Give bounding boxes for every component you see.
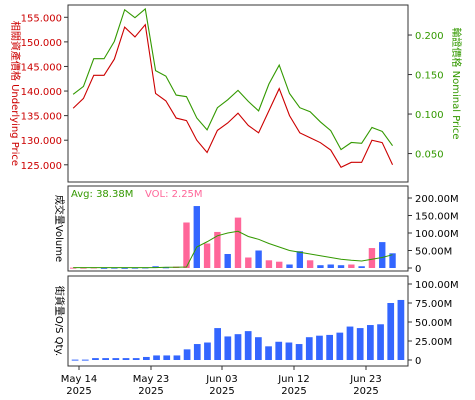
outstanding-bar	[163, 355, 171, 360]
outstanding-bar	[316, 335, 323, 360]
outstanding-bar	[367, 325, 374, 360]
outstanding-bar	[102, 358, 109, 360]
outstanding-axis-tick-label: 75.00M	[415, 299, 452, 310]
x-axis-year-label: 2025	[138, 386, 163, 397]
outstanding-bar	[193, 344, 201, 360]
outstanding-bar	[153, 355, 160, 360]
underlying-price-line	[72, 23, 394, 168]
volume-axis-tick-label: 50.00M	[415, 247, 452, 258]
outstanding-axis-tick-label: 50.00M	[415, 318, 452, 329]
left-axis-tick-label: 125.000	[21, 161, 62, 172]
outstanding-axis-tick-label: 25.00M	[415, 337, 452, 348]
right-axis-label: 輪證價格 Nominal Price	[450, 27, 463, 139]
outstanding-bar	[377, 324, 384, 360]
volume-axis-tick-label: 150.00M	[415, 212, 459, 223]
price-panel-frame	[67, 4, 409, 183]
volume-bar	[234, 217, 242, 268]
left-axis-tick-label: 135.000	[21, 112, 62, 123]
outstanding-bar	[244, 331, 252, 360]
right-axis-tick-label: 0.050	[415, 150, 444, 161]
volume-bar	[348, 264, 355, 268]
outstanding-bar	[285, 342, 293, 360]
left-axis-label: 相關資產價格 Underlying Price	[9, 21, 22, 166]
outstanding-bar	[71, 359, 79, 361]
volume-bar	[379, 242, 386, 268]
volume-axis-tick-label: 0	[415, 264, 421, 275]
volume-bar	[255, 250, 262, 268]
outstanding-bar	[234, 334, 242, 360]
outstanding-bar	[265, 346, 272, 360]
x-axis-year-label: 2025	[66, 386, 91, 397]
outstanding-bar	[336, 332, 344, 360]
volume-bar	[193, 206, 200, 268]
volume-bar	[306, 260, 314, 268]
outstanding-bar	[397, 299, 405, 360]
left-axis-tick-label: 140.000	[21, 87, 62, 98]
volume-bar	[265, 260, 273, 268]
outstanding-bar	[356, 328, 364, 360]
x-axis-year-label: 2025	[353, 386, 378, 397]
right-axis-tick-label: 0.200	[415, 31, 444, 42]
left-axis-tick-label: 145.000	[21, 62, 62, 73]
volume-bar	[214, 231, 221, 268]
outstanding-bar	[143, 356, 150, 360]
x-axis-year-label: 2025	[281, 386, 306, 397]
volume-bar	[337, 265, 345, 268]
outstanding-axis-tick-label: 100.00M	[415, 280, 459, 291]
volume-bar	[358, 266, 365, 268]
volume-bar	[286, 264, 293, 268]
x-axis-date-label: Jun 23	[349, 374, 382, 385]
outstanding-bar	[214, 328, 221, 360]
left-axis-tick-label: 155.000	[21, 13, 62, 24]
x-axis-date-label: May 23	[133, 374, 170, 385]
volume-bar	[317, 265, 324, 268]
volume-bar	[100, 267, 108, 269]
outstanding-bar	[204, 342, 211, 360]
volume-bar	[368, 248, 376, 268]
outstanding-bar	[122, 358, 130, 360]
x-axis-year-label: 2025	[209, 386, 234, 397]
outstanding-bar	[295, 344, 303, 360]
outstanding-bar	[92, 358, 99, 360]
outstanding-axis-tick-label: 0	[415, 356, 421, 367]
outstanding-bar	[326, 334, 333, 360]
volume-average-legend: Avg: 38.38M	[71, 189, 133, 200]
volume-average-line	[73, 230, 393, 269]
outstanding-bar	[255, 337, 262, 360]
volume-axis-tick-label: 200.00M	[415, 194, 459, 205]
outstanding-bar	[224, 336, 232, 360]
outstanding-bar	[132, 358, 140, 360]
outstanding-bar	[387, 303, 395, 360]
volume-bar	[327, 264, 334, 268]
volume-bar	[152, 266, 159, 268]
left-axis-tick-label: 130.000	[21, 136, 62, 147]
outstanding-axis-label: 街貨量O/S Qty.	[53, 286, 66, 356]
volume-bar	[389, 253, 396, 268]
outstanding-bar	[173, 355, 181, 360]
outstanding-bar	[346, 326, 354, 360]
volume-bar	[276, 261, 283, 268]
outstanding-bar	[183, 349, 191, 360]
volume-bar	[203, 243, 211, 268]
volume-bar	[296, 251, 304, 268]
volume-axis-label: 成交量Volume	[53, 195, 66, 262]
left-axis-tick-label: 150.000	[21, 38, 62, 49]
volume-bar	[245, 257, 252, 268]
x-axis-date-label: Jun 03	[205, 374, 238, 385]
x-axis-date-label: May 14	[61, 374, 98, 385]
volume-current-legend: VOL: 2.25M	[145, 189, 203, 200]
volume-bar	[183, 222, 190, 268]
nominal-price-line	[72, 7, 393, 151]
volume-bar	[121, 267, 128, 269]
outstanding-bar	[275, 341, 283, 360]
outstanding-bar	[305, 337, 313, 360]
volume-axis-tick-label: 100.00M	[415, 229, 459, 240]
right-axis-tick-label: 0.150	[415, 71, 444, 82]
outstanding-bar	[81, 359, 89, 361]
volume-bar	[224, 254, 231, 268]
right-axis-tick-label: 0.100	[415, 110, 444, 121]
x-axis-date-label: Jun 12	[277, 374, 310, 385]
outstanding-bar	[112, 358, 120, 360]
